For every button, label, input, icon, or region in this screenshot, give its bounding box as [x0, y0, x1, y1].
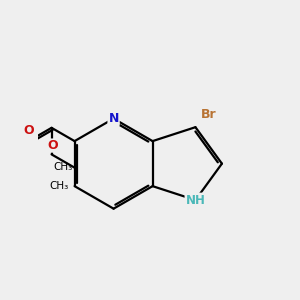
Text: CH₃: CH₃ — [53, 161, 72, 172]
Text: O: O — [47, 139, 58, 152]
Text: CH₃: CH₃ — [50, 181, 69, 191]
Text: NH: NH — [185, 194, 206, 207]
Text: O: O — [23, 124, 34, 137]
Text: Br: Br — [201, 108, 217, 122]
Text: N: N — [108, 112, 119, 125]
